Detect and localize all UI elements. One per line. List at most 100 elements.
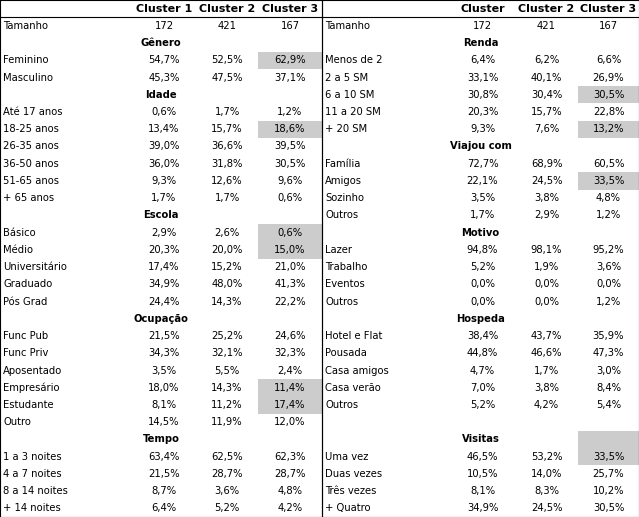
Text: 32,3%: 32,3%	[274, 348, 305, 358]
Text: Pós Grad: Pós Grad	[3, 297, 47, 307]
Bar	[258, 241, 322, 258]
Text: Amigos: Amigos	[325, 176, 362, 186]
Bar	[258, 52, 322, 69]
Text: 0,0%: 0,0%	[534, 279, 559, 290]
Text: Graduado: Graduado	[3, 279, 52, 290]
Text: 11,9%: 11,9%	[211, 417, 243, 427]
Text: Ocupação: Ocupação	[134, 314, 189, 324]
Text: 1,2%: 1,2%	[596, 297, 621, 307]
Text: 8,7%: 8,7%	[151, 486, 176, 496]
Text: Outros: Outros	[325, 210, 358, 220]
Text: Func Priv: Func Priv	[3, 348, 49, 358]
Text: 3,8%: 3,8%	[534, 193, 559, 203]
Text: Empresário: Empresário	[3, 383, 59, 393]
Text: Gênero: Gênero	[141, 38, 181, 48]
Text: 11,4%: 11,4%	[274, 383, 305, 393]
Text: + 20 SM: + 20 SM	[325, 124, 367, 134]
Text: Três vezes: Três vezes	[325, 486, 376, 496]
Text: 7,6%: 7,6%	[534, 124, 559, 134]
Text: Idade: Idade	[145, 90, 177, 100]
Text: 25,7%: 25,7%	[593, 469, 624, 479]
Text: 15,2%: 15,2%	[211, 262, 243, 272]
Text: 46,5%: 46,5%	[466, 452, 498, 462]
Text: 421: 421	[537, 21, 556, 31]
Text: 33,5%: 33,5%	[593, 176, 624, 186]
Text: 54,7%: 54,7%	[148, 55, 180, 65]
Bar	[578, 120, 639, 138]
Text: 11 a 20 SM: 11 a 20 SM	[325, 107, 381, 117]
Text: 14,0%: 14,0%	[531, 469, 562, 479]
Text: 4,2%: 4,2%	[277, 504, 302, 513]
Text: Sozinho: Sozinho	[325, 193, 364, 203]
Text: 31,8%: 31,8%	[212, 159, 243, 169]
Text: 10,5%: 10,5%	[466, 469, 498, 479]
Text: 4,2%: 4,2%	[534, 400, 559, 410]
Text: 0,0%: 0,0%	[470, 297, 495, 307]
Text: 22,8%: 22,8%	[593, 107, 624, 117]
Text: 28,7%: 28,7%	[212, 469, 243, 479]
Text: 13,4%: 13,4%	[148, 124, 180, 134]
Text: 11,2%: 11,2%	[211, 400, 243, 410]
Text: 38,4%: 38,4%	[467, 331, 498, 341]
Text: 1,7%: 1,7%	[534, 366, 559, 375]
Text: 22,1%: 22,1%	[466, 176, 498, 186]
Text: + Quatro: + Quatro	[325, 504, 371, 513]
Text: 8,3%: 8,3%	[534, 486, 559, 496]
Text: Cluster 2: Cluster 2	[199, 4, 255, 13]
Text: 24,5%: 24,5%	[531, 504, 562, 513]
Text: Tempo: Tempo	[142, 434, 180, 445]
Text: 0,6%: 0,6%	[277, 193, 302, 203]
Text: 3,5%: 3,5%	[151, 366, 176, 375]
Text: 15,7%: 15,7%	[530, 107, 562, 117]
Text: Renda: Renda	[463, 38, 498, 48]
Text: Masculino: Masculino	[3, 72, 53, 83]
Text: 14,3%: 14,3%	[212, 297, 243, 307]
Text: 26,9%: 26,9%	[593, 72, 624, 83]
Text: 0,0%: 0,0%	[534, 297, 559, 307]
Text: 1,7%: 1,7%	[214, 107, 240, 117]
Text: 8 a 14 noites: 8 a 14 noites	[3, 486, 68, 496]
Text: Menos de 2: Menos de 2	[325, 55, 383, 65]
Text: Cluster 3: Cluster 3	[580, 4, 636, 13]
Text: Família: Família	[325, 159, 360, 169]
Text: 47,5%: 47,5%	[212, 72, 243, 83]
Text: 68,9%: 68,9%	[531, 159, 562, 169]
Text: 167: 167	[281, 21, 300, 31]
Text: 17,4%: 17,4%	[148, 262, 180, 272]
Text: 0,6%: 0,6%	[277, 227, 302, 238]
Text: 8,4%: 8,4%	[596, 383, 621, 393]
Text: 21,5%: 21,5%	[148, 331, 180, 341]
Text: Cluster 3: Cluster 3	[262, 4, 318, 13]
Bar	[578, 172, 639, 190]
Text: 1 a 3 noites: 1 a 3 noites	[3, 452, 61, 462]
Text: 0,6%: 0,6%	[151, 107, 176, 117]
Text: Estudante: Estudante	[3, 400, 54, 410]
Text: Escola: Escola	[143, 210, 179, 220]
Text: 60,5%: 60,5%	[593, 159, 624, 169]
Text: Eventos: Eventos	[325, 279, 365, 290]
Text: 22,2%: 22,2%	[274, 297, 306, 307]
Text: 51-65 anos: 51-65 anos	[3, 176, 59, 186]
Bar	[578, 86, 639, 103]
Text: 18,6%: 18,6%	[274, 124, 305, 134]
Text: 4,8%: 4,8%	[596, 193, 621, 203]
Text: 2,4%: 2,4%	[277, 366, 302, 375]
Text: 1,7%: 1,7%	[151, 193, 176, 203]
Text: 33,5%: 33,5%	[593, 452, 624, 462]
Text: 9,3%: 9,3%	[151, 176, 176, 186]
Text: 17,4%: 17,4%	[274, 400, 305, 410]
Text: 44,8%: 44,8%	[467, 348, 498, 358]
Text: 6 a 10 SM: 6 a 10 SM	[325, 90, 374, 100]
Text: Casa amigos: Casa amigos	[325, 366, 389, 375]
Bar	[258, 379, 322, 397]
Text: 40,1%: 40,1%	[531, 72, 562, 83]
Text: Viajou com: Viajou com	[450, 142, 511, 151]
Text: 14,3%: 14,3%	[212, 383, 243, 393]
Text: 3,5%: 3,5%	[470, 193, 495, 203]
Text: + 65 anos: + 65 anos	[3, 193, 54, 203]
Text: 30,4%: 30,4%	[531, 90, 562, 100]
Text: 12,6%: 12,6%	[211, 176, 243, 186]
Text: Básico: Básico	[3, 227, 36, 238]
Text: 34,9%: 34,9%	[467, 504, 498, 513]
Text: 6,4%: 6,4%	[151, 504, 176, 513]
